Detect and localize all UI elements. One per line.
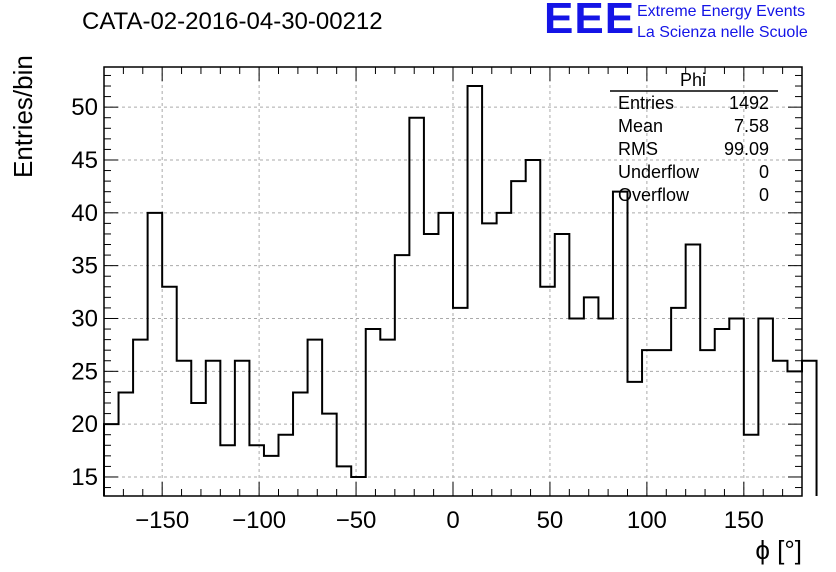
stats-label-underflow: Underflow [618,162,700,182]
stats-value-overflow: 0 [758,185,769,205]
y-tick-label: 20 [71,411,98,438]
logo-line-2: La Scienza nelle Scuole [637,24,808,41]
eee-logo: EEE [544,0,636,43]
y-axis-label-wrap: Entries/bin [8,55,38,192]
x-axis-label: ϕ [°] [755,535,802,565]
y-tick-label: 45 [71,147,98,174]
stats-label-rms: RMS [618,139,658,159]
x-tick-label: 150 [724,507,764,534]
y-tick-label: 25 [71,358,98,385]
x-tick-label: −150 [135,507,189,534]
y-tick-label: 15 [71,464,98,491]
histogram-series-phi [103,85,818,496]
logo-line-1: Extreme Energy Events [637,3,806,20]
stats-label-mean: Mean [618,116,664,136]
y-tick-label: 40 [71,200,98,227]
chart-title: CATA-02-2016-04-30-00212 [82,8,383,35]
y-tick-label: 50 [71,94,98,121]
axis-ticks [103,67,803,496]
stats-value-mean: 7.58 [733,116,769,136]
y-tick-label: 35 [71,253,98,280]
stats-value-underflow: 0 [758,162,769,182]
stats-label-entries: Entries [618,93,675,113]
x-tick-label: 0 [446,507,459,534]
x-tick-label: 50 [537,507,564,534]
stats-box-title: Phi [680,70,707,90]
y-axis-label: Entries/bin [8,55,38,178]
tick-labels: −150 −100 −50 0 50 100 150 15 20 25 30 35 40 45 50 [71,94,764,534]
x-tick-label: −100 [232,507,286,534]
stats-value-rms: 99.09 [723,139,769,159]
stats-label-overflow: Overflow [618,185,690,205]
x-tick-label: 100 [627,507,667,534]
x-tick-label: −50 [336,507,377,534]
y-tick-label: 30 [71,305,98,332]
stats-value-entries: 1492 [728,93,769,113]
